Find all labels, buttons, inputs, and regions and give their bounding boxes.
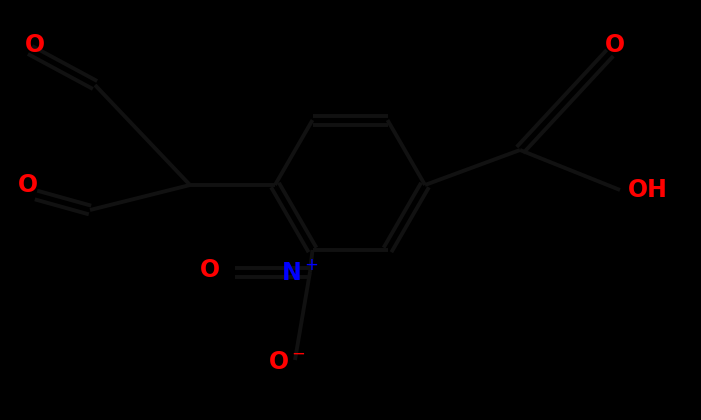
Text: O$^-$: O$^-$: [268, 350, 306, 374]
Text: O: O: [200, 258, 220, 282]
Text: O: O: [605, 33, 625, 57]
Text: OH: OH: [628, 178, 668, 202]
Text: N$^+$: N$^+$: [281, 260, 319, 284]
Text: O: O: [18, 173, 38, 197]
Text: O: O: [25, 33, 45, 57]
